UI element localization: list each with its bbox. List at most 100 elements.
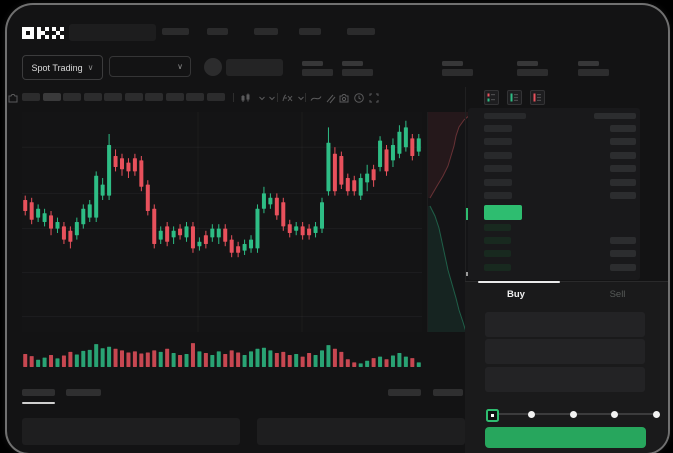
trendline-icon[interactable] [310, 92, 322, 104]
last-price-highlight[interactable] [484, 205, 522, 220]
ticker-stat-label-placeholder [302, 61, 323, 66]
buy-submit-button[interactable] [485, 427, 646, 448]
fullscreen-icon[interactable] [368, 92, 380, 104]
timeframe-button-placeholder[interactable] [186, 93, 204, 101]
ask-price-placeholder[interactable] [484, 178, 512, 186]
orders-panel-placeholder [257, 418, 465, 445]
book-asks-icon[interactable] [530, 90, 545, 105]
ticker-stat-value-placeholder [442, 69, 473, 76]
timeframe-button-placeholder[interactable] [165, 93, 184, 101]
volume-bars [23, 343, 421, 367]
orderbook-header-price [484, 113, 526, 119]
nav-item-placeholder[interactable] [347, 28, 375, 35]
nav-item-placeholder[interactable] [162, 28, 189, 35]
ask-amount-placeholder[interactable] [610, 151, 636, 159]
timeframe-button-placeholder[interactable] [22, 93, 40, 101]
camera-icon[interactable] [338, 92, 350, 104]
ask-price-placeholder[interactable] [484, 138, 512, 146]
chevron-down-icon[interactable] [256, 92, 268, 104]
ticker-stat-value-placeholder [578, 69, 609, 76]
buy-tab-indicator [478, 281, 560, 283]
toolbar-divider [233, 93, 234, 102]
market-mode-label: Spot Trading [31, 62, 83, 73]
okx-logo-glyph [22, 27, 34, 39]
slider-handle[interactable] [485, 409, 499, 422]
book-bids-icon[interactable] [507, 90, 522, 105]
ask-amount-placeholder[interactable] [610, 125, 636, 132]
slider-stop[interactable] [569, 410, 577, 418]
tab-buy[interactable]: Buy [465, 289, 567, 300]
sell-tab-label: Sell [609, 289, 626, 300]
bid-amount-placeholder[interactable] [610, 250, 636, 258]
volume-pane [22, 337, 422, 367]
buy-tab-label: Buy [507, 289, 525, 300]
tab-sell[interactable]: Sell [567, 289, 668, 300]
timeframe-button-placeholder[interactable] [104, 93, 122, 101]
nav-item-placeholder[interactable] [207, 28, 228, 35]
depth-curves [428, 112, 471, 333]
depth-chart[interactable] [427, 112, 471, 333]
ticker-stat-label-placeholder [578, 61, 599, 66]
ask-price-placeholder[interactable] [484, 151, 512, 159]
orderbook-header-amount [594, 113, 636, 119]
chevron-down-icon[interactable] [295, 92, 307, 104]
ask-amount-placeholder[interactable] [610, 165, 636, 173]
ask-price-placeholder[interactable] [484, 125, 512, 132]
slider-stop[interactable] [611, 410, 618, 418]
top-nav [7, 5, 668, 45]
bottom-action-placeholder[interactable] [433, 389, 463, 396]
timeframe-button-placeholder[interactable] [124, 93, 143, 101]
bid-amount-placeholder[interactable] [610, 263, 636, 271]
ask-price-placeholder[interactable] [484, 165, 512, 173]
total-input[interactable] [485, 367, 645, 392]
timeframe-button-placeholder[interactable] [63, 93, 81, 101]
coin-avatar [204, 58, 222, 76]
nav-item-placeholder[interactable] [254, 28, 278, 35]
slider-stop[interactable] [528, 410, 535, 418]
bid-price-placeholder[interactable] [484, 237, 511, 245]
bottom-tab-active[interactable] [22, 389, 55, 396]
timeframe-button-placeholder[interactable] [206, 93, 225, 101]
pair-select-dropdown[interactable]: ∨ [109, 56, 191, 77]
-icon[interactable] [7, 92, 19, 104]
slider-stop[interactable] [652, 410, 660, 418]
ask-amount-placeholder[interactable] [610, 178, 636, 186]
ask-amount-placeholder[interactable] [610, 192, 636, 199]
toolbar-divider [305, 93, 306, 102]
timeframe-button-placeholder[interactable] [83, 93, 102, 101]
bid-price-placeholder[interactable] [484, 250, 511, 258]
book-combined-icon[interactable] [484, 90, 499, 105]
chevron-down-icon: ∨ [87, 62, 94, 72]
search-input[interactable] [69, 24, 156, 41]
okx-logo-glyph [37, 27, 49, 39]
bid-amount-placeholder[interactable] [610, 237, 636, 245]
nav-item-placeholder[interactable] [299, 28, 321, 35]
candlestick-chart [22, 120, 422, 318]
right-panel [465, 87, 668, 453]
candle-style-icon[interactable] [240, 92, 252, 104]
amount-input[interactable] [485, 339, 645, 364]
indicator-fx-icon[interactable] [281, 92, 293, 104]
timeframe-button-placeholder[interactable] [145, 93, 163, 101]
chevron-down-icon: ∨ [177, 61, 183, 71]
ticker-stat-label-placeholder [342, 61, 363, 66]
compare-icon[interactable] [324, 92, 336, 104]
ask-amount-placeholder[interactable] [610, 138, 636, 146]
bottom-action-placeholder[interactable] [388, 389, 421, 396]
bid-price-placeholder[interactable] [484, 224, 511, 231]
toolbar-divider [277, 93, 278, 102]
okx-logo[interactable] [22, 27, 64, 39]
bid-price-placeholder[interactable] [484, 263, 511, 271]
ticker-stat-value-placeholder [302, 69, 333, 76]
timeframe-button-placeholder[interactable] [42, 93, 61, 101]
market-mode-dropdown[interactable]: Spot Trading ∨ [22, 55, 103, 80]
price-input[interactable] [485, 312, 645, 337]
chart-canvas[interactable] [22, 112, 422, 332]
pair-name-placeholder [226, 59, 283, 76]
clock-icon[interactable] [353, 92, 365, 104]
ticker-stat-value-placeholder [517, 69, 548, 76]
bottom-tab[interactable] [66, 389, 101, 396]
ask-price-placeholder[interactable] [484, 192, 512, 199]
interval-dropdown-icon[interactable] [266, 92, 278, 104]
ticker-stat-label-placeholder [517, 61, 538, 66]
